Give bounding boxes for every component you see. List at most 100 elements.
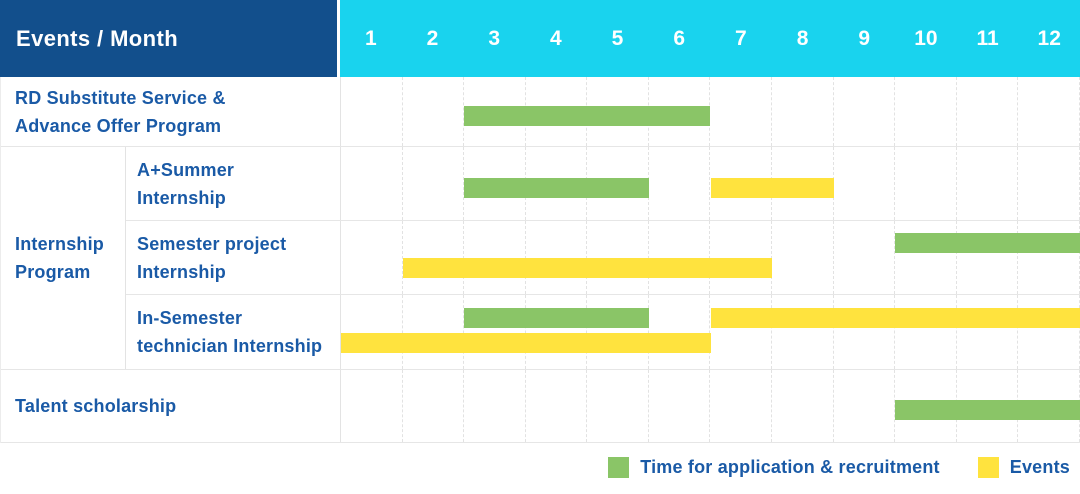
row-label-cell: Talent scholarship (1, 370, 341, 442)
month-header-label: 8 (796, 26, 809, 50)
application-bar (895, 400, 1080, 421)
application-bar (464, 177, 649, 198)
month-grid-column (834, 295, 896, 369)
month-grid-column (464, 295, 526, 369)
row-label-line: In-Semester (137, 308, 243, 328)
month-grid-column (834, 147, 896, 220)
month-grid-column (526, 295, 588, 369)
month-grid-column (895, 147, 957, 220)
row-label-line: Internship (137, 261, 227, 282)
month-grid-column (1018, 77, 1080, 146)
row-label-line: Internship (15, 234, 105, 254)
month-grid-column (587, 295, 649, 369)
month-grid-column (403, 221, 465, 294)
chart-cell (341, 370, 1080, 442)
month-grid-column (834, 221, 896, 294)
table-sub-row: Semester project Internship (126, 221, 1080, 295)
row-label-line: RD Substitute Service & (15, 87, 226, 108)
month-grid-column (957, 77, 1019, 146)
month-grid-column (1018, 147, 1080, 220)
sub-row-label-cell: In-Semester technician Internship (126, 295, 341, 369)
month-grid-column (957, 147, 1019, 220)
month-grid-column (464, 221, 526, 294)
month-grid-column (772, 295, 834, 369)
month-grid-column (464, 370, 526, 442)
month-grid-column (341, 147, 403, 220)
table-group-row: Internship Program A+Summer Internship Semes… (1, 147, 1080, 370)
table-row: Talent scholarship (1, 370, 1080, 443)
row-label-line: Semester project (137, 233, 287, 254)
legend-item-application: Time for application & recruitment (608, 457, 940, 478)
month-grid-column (341, 295, 403, 369)
month-header-label: 4 (550, 26, 562, 50)
month-grid-column (403, 147, 465, 220)
month-header-label: 2 (426, 26, 439, 50)
month-grid-column (526, 221, 588, 294)
months-header: 1 2 3 4 5 6 7 8 9 10 11 12 (340, 0, 1080, 77)
row-label-line: technician Internship (137, 336, 323, 356)
row-label-line: Advance Offer Program (15, 115, 222, 136)
month-grid-column (772, 370, 834, 442)
month-grid-column (526, 370, 588, 442)
table-sub-row: A+Summer Internship (126, 147, 1080, 221)
month-grid-column (587, 370, 649, 442)
month-header-label: 12 (1037, 26, 1061, 50)
sub-row-label-cell: A+Summer Internship (126, 147, 341, 220)
month-grid-column (341, 370, 403, 442)
month-grid-column (957, 221, 1019, 294)
month-grid-column (710, 77, 773, 146)
month-header-label: 11 (976, 26, 999, 50)
group-children: A+Summer Internship Semester project Intern… (126, 147, 1080, 369)
application-bar (895, 233, 1080, 254)
month-grid-column (649, 147, 711, 220)
month-grid-column (895, 77, 957, 146)
legend-item-events: Events (977, 457, 1070, 478)
month-header-label: 7 (735, 26, 747, 50)
month-grid-column (1018, 221, 1080, 294)
application-swatch-icon (608, 457, 630, 478)
month-grid-column (895, 221, 957, 294)
legend-label-events: Events (1009, 457, 1070, 477)
month-header-label: 5 (611, 26, 624, 50)
legend: Time for application & recruitment Event… (0, 457, 1080, 478)
row-label-cell: RD Substitute Service & Advance Offer Pro… (1, 77, 341, 146)
chart-cell (341, 77, 1080, 146)
table-row: RD Substitute Service & Advance Offer Pro… (1, 77, 1080, 147)
month-grid-column (834, 77, 896, 146)
month-grid-column (772, 77, 834, 146)
month-header-label: 6 (673, 26, 686, 50)
table-sub-row: In-Semester technician Internship (126, 295, 1080, 369)
month-grid-column (710, 370, 773, 442)
month-grid-column (403, 370, 465, 442)
month-grid-column (1018, 295, 1080, 369)
month-grid-column (403, 295, 465, 369)
events-bar (710, 177, 834, 198)
month-grid-column (710, 295, 773, 369)
month-grid-column (772, 221, 834, 294)
month-header-label: 3 (488, 26, 501, 50)
events-bar (341, 332, 711, 353)
legend-label-application: Time for application & recruitment (640, 457, 940, 477)
events-bar (710, 307, 1080, 328)
month-grid-column (834, 370, 896, 442)
month-grid-column (710, 221, 773, 294)
month-grid-column (341, 77, 403, 146)
row-label-line: Talent scholarship (15, 396, 177, 416)
row-label-line: A+Summer (137, 159, 235, 180)
month-grid-column (341, 221, 403, 294)
row-label-line: Internship (137, 187, 227, 208)
month-grid-column (649, 370, 711, 442)
chart-cell (341, 221, 1080, 294)
table-title: Events / Month (16, 25, 179, 51)
chart-cell (341, 295, 1080, 369)
corner-header-cell: Events / Month (0, 0, 340, 77)
chart-cell (341, 147, 1080, 220)
application-bar (464, 105, 711, 126)
month-header-label: 10 (914, 26, 938, 50)
table-header-row: Events / Month 1 2 3 4 5 6 7 8 9 10 11 12 (0, 0, 1080, 77)
month-grid-column (587, 221, 649, 294)
events-bar (402, 258, 773, 279)
sub-row-label-cell: Semester project Internship (126, 221, 341, 294)
month-grid-column (895, 295, 957, 369)
